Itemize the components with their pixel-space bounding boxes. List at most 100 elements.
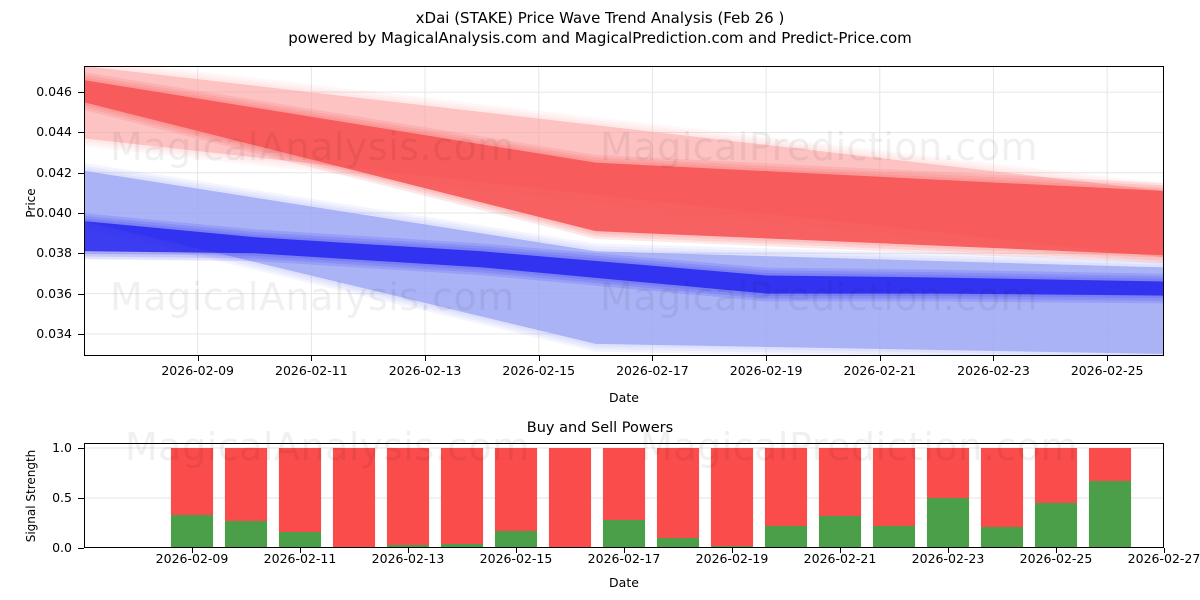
power-bar-group (1088, 448, 1132, 548)
power-bar-group (818, 448, 862, 548)
price-x-tickmark (879, 356, 881, 361)
buy-power-bar (170, 515, 214, 548)
price-y-tick: 0.042 (36, 164, 72, 180)
band-buy-band-core-echo (84, 215, 1164, 301)
sell-power-bar (926, 448, 970, 498)
price-y-tickmark (78, 293, 84, 295)
band-buy-band-core-echo (84, 218, 1164, 299)
power-x-tick: 2026-02-27 (1127, 551, 1200, 566)
power-x-tick: 2026-02-17 (587, 551, 661, 566)
price-x-tick: 2026-02-21 (843, 363, 917, 378)
sell-power-bar (1034, 448, 1078, 503)
power-y-tickmark (78, 448, 84, 449)
price-y-tick: 0.040 (36, 205, 72, 220)
sell-power-bar (872, 448, 916, 526)
sell-power-bar (602, 448, 646, 520)
page-subtitle: powered by MagicalAnalysis.com and Magic… (288, 29, 912, 47)
buy-power-bar (494, 531, 538, 548)
band-buy-band-outer-echo (84, 168, 1164, 356)
sell-power-bar (764, 448, 808, 526)
page-title: xDai (STAKE) Price Wave Trend Analysis (… (415, 9, 785, 27)
power-bar-group (764, 448, 808, 548)
power-bar-group (980, 448, 1024, 548)
power-x-tickmark (624, 548, 625, 553)
power-y-axis-label: Signal Strength (24, 449, 38, 543)
power-bar-group (440, 448, 484, 548)
power-x-tickmark (408, 548, 409, 553)
power-x-tick: 2026-02-11 (263, 551, 337, 566)
sell-power-bar (386, 448, 430, 545)
power-bar-group (548, 448, 592, 548)
band-buy-band-core (84, 221, 1164, 296)
power-x-axis-label: Date (609, 575, 639, 590)
price-x-tick: 2026-02-25 (1070, 363, 1144, 378)
band-buy-band-outer-echo (84, 162, 1164, 356)
power-x-tick: 2026-02-09 (155, 551, 229, 566)
price-x-tickmark (425, 356, 427, 361)
band-sell-band-inner-echo (84, 74, 1164, 261)
sell-power-bar (170, 448, 214, 515)
price-y-tick: 0.046 (36, 84, 72, 100)
price-y-tick: 0.038 (36, 245, 72, 261)
power-x-tickmark (192, 548, 193, 553)
power-x-tick: 2026-02-19 (695, 551, 769, 566)
sell-power-bar (494, 448, 538, 531)
power-bar-group (224, 448, 268, 548)
power-bar-group (278, 448, 322, 548)
power-x-tickmark (840, 548, 841, 553)
power-bars-svg (84, 447, 1164, 548)
sell-power-bar (224, 448, 268, 521)
power-x-tick: 2026-02-25 (1019, 551, 1093, 566)
sell-power-bar (980, 448, 1024, 527)
band-sell-band-inner-echo (84, 77, 1164, 258)
buy-power-bar (656, 538, 700, 548)
power-x-tickmark (732, 548, 733, 553)
price-x-tick: 2026-02-13 (388, 363, 462, 378)
power-x-tickmark (1056, 548, 1057, 553)
buy-power-bar (980, 527, 1024, 548)
band-buy-band-outer (84, 170, 1164, 354)
power-bar-group (170, 448, 214, 548)
power-bar-group (494, 448, 538, 548)
price-x-tickmark (652, 356, 654, 361)
price-y-tick: 0.034 (36, 325, 72, 341)
buy-sell-powers-panel (84, 443, 1164, 548)
buy-power-bar (224, 521, 268, 548)
price-x-tickmark (197, 356, 199, 361)
price-wave-panel (84, 66, 1164, 356)
buy-power-bar (386, 545, 430, 548)
price-y-tick: 0.044 (36, 124, 72, 140)
power-y-tick: 0.5 (52, 490, 72, 505)
price-x-tickmark (538, 356, 540, 361)
power-y-tick: 1.0 (52, 440, 72, 455)
power-axes-frame (84, 443, 1164, 548)
power-panel-title: Buy and Sell Powers (526, 420, 674, 436)
price-x-tickmark (993, 356, 995, 361)
power-x-tickmark (516, 548, 517, 553)
power-x-tickmark (300, 548, 301, 553)
sell-power-bar (440, 448, 484, 544)
power-y-tick: 0.0 (52, 540, 72, 555)
price-y-tickmark (78, 92, 84, 94)
price-y-tickmark (78, 333, 84, 335)
power-bar-group (710, 448, 754, 548)
price-y-tickmark (78, 253, 84, 255)
power-y-tickmark (78, 548, 84, 549)
buy-power-bar (1088, 481, 1132, 548)
power-x-tick: 2026-02-13 (371, 551, 445, 566)
power-plot-area (84, 443, 1164, 548)
price-x-tick: 2026-02-23 (957, 363, 1030, 378)
price-x-tick: 2026-02-15 (502, 363, 576, 378)
power-x-tickmark (948, 548, 949, 553)
sell-power-bar (818, 448, 862, 516)
price-plot-area (84, 66, 1164, 356)
price-y-tickmark (78, 172, 84, 174)
sell-power-bar (278, 448, 322, 532)
sell-power-bar (1088, 448, 1132, 481)
title-block: xDai (STAKE) Price Wave Trend Analysis (… (0, 8, 1200, 49)
power-x-tick: 2026-02-21 (803, 551, 877, 566)
power-bar-group (602, 448, 646, 548)
price-x-tick: 2026-02-17 (616, 363, 689, 378)
sell-power-bar (332, 448, 376, 547)
